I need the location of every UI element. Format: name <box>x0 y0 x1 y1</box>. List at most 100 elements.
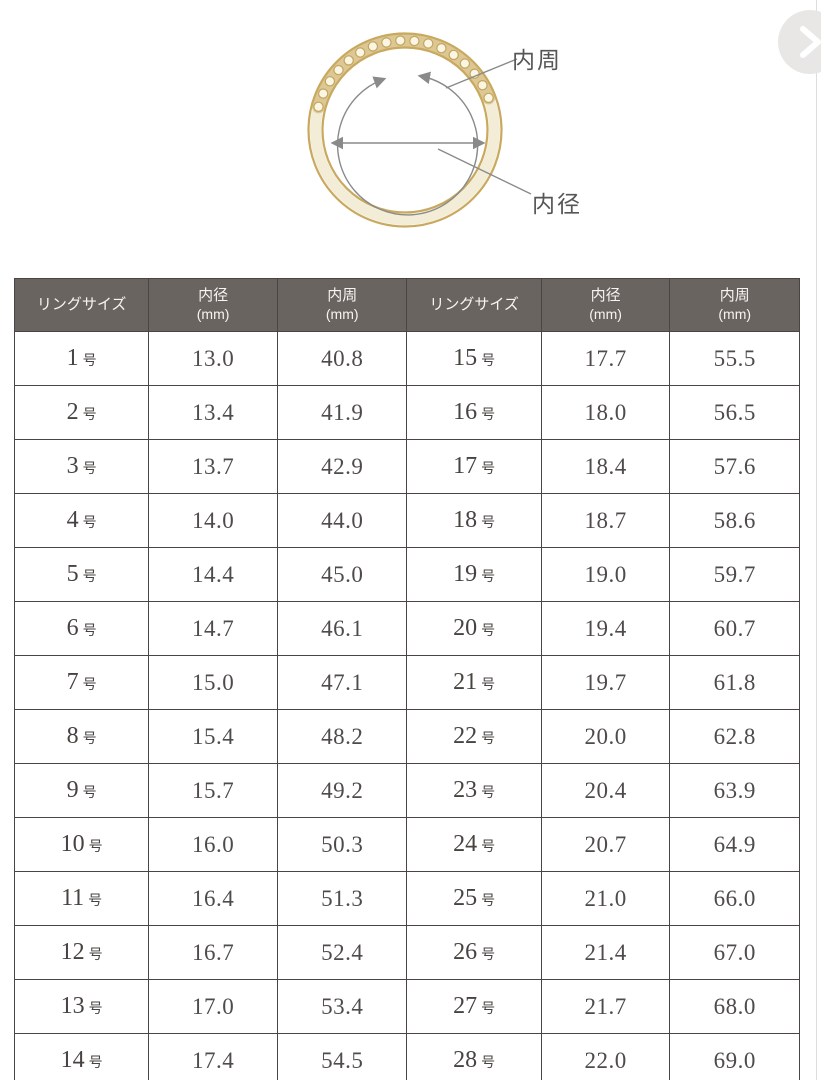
table-row: 9 号 15.7 49.2 23 号 20.4 63.9 <box>13 763 800 818</box>
inner-circumference-cell: 53.4 <box>276 979 408 1034</box>
inner-circumference-cell: 51.3 <box>276 871 408 926</box>
inner-circumference-arrow <box>336 71 479 216</box>
table-header-row: リングサイズ 内径 (mm) 内周 (mm) リングサイズ 内径 (mm) 内周… <box>13 278 800 332</box>
inner-diameter-cell: 14.0 <box>148 493 278 548</box>
inner-diameter-cell: 16.4 <box>148 871 278 926</box>
inner-diameter-cell: 15.0 <box>148 655 278 710</box>
ring-size-cell: 22 号 <box>406 709 542 764</box>
inner-circumference-cell: 59.7 <box>669 547 800 602</box>
header-label: 内周 <box>719 286 750 304</box>
inner-diameter-label: 内径 <box>532 191 582 217</box>
table-row: 7 号 15.0 47.1 21 号 19.7 61.8 <box>13 655 800 710</box>
inner-diameter-cell: 16.7 <box>148 925 278 980</box>
ring-size-cell: 11 号 <box>13 871 150 926</box>
inner-circumference-cell: 69.0 <box>669 1033 800 1080</box>
inner-diameter-cell: 14.4 <box>148 547 278 602</box>
ring-size-cell: 25 号 <box>406 871 542 926</box>
inner-circumference-cell: 67.0 <box>669 925 800 980</box>
inner-diameter-cell: 22.0 <box>540 1033 671 1080</box>
inner-diameter-cell: 15.7 <box>148 763 278 818</box>
ring-size-cell: 26 号 <box>406 925 542 980</box>
ring-size-cell: 27 号 <box>406 979 542 1034</box>
inner-diameter-cell: 17.7 <box>540 331 671 386</box>
inner-circumference-cell: 48.2 <box>276 709 408 764</box>
inner-circumference-cell: 54.5 <box>276 1033 408 1080</box>
header-label: 内径 <box>198 286 229 304</box>
ring-size-cell: 18 号 <box>406 493 542 548</box>
next-image-button[interactable] <box>778 10 821 74</box>
inner-circumference-cell: 60.7 <box>669 601 800 656</box>
inner-diameter-cell: 13.4 <box>148 385 278 440</box>
inner-circumference-cell: 63.9 <box>669 763 800 818</box>
ring-size-cell: 15 号 <box>406 331 542 386</box>
inner-circumference-label: 内周 <box>512 47 562 73</box>
table-row: 8 号 15.4 48.2 22 号 20.0 62.8 <box>13 709 800 764</box>
inner-circumference-cell: 68.0 <box>669 979 800 1034</box>
inner-circumference-cell: 64.9 <box>669 817 800 872</box>
pave-stones <box>313 35 494 113</box>
ring-size-cell: 13 号 <box>13 979 150 1034</box>
table-row: 3 号 13.7 42.9 17 号 18.4 57.6 <box>13 439 800 494</box>
inner-circumference-cell: 61.8 <box>669 655 800 710</box>
inner-circumference-cell: 44.0 <box>276 493 408 548</box>
header-inner-circumference: 内周 (mm) <box>669 278 800 332</box>
inner-circumference-cell: 57.6 <box>669 439 800 494</box>
inner-diameter-cell: 20.4 <box>540 763 671 818</box>
ring-size-cell: 14 号 <box>13 1033 150 1080</box>
inner-diameter-cell: 21.7 <box>540 979 671 1034</box>
ring-size-cell: 12 号 <box>13 925 150 980</box>
inner-circumference-cell: 52.4 <box>276 925 408 980</box>
header-ring-size: リングサイズ <box>406 278 542 332</box>
inner-diameter-cell: 16.0 <box>148 817 278 872</box>
inner-diameter-cell: 13.7 <box>148 439 278 494</box>
inner-circumference-cell: 47.1 <box>276 655 408 710</box>
inner-circumference-cell: 55.5 <box>669 331 800 386</box>
inner-diameter-cell: 17.4 <box>148 1033 278 1080</box>
inner-circumference-cell: 46.1 <box>276 601 408 656</box>
inner-circumference-cell: 42.9 <box>276 439 408 494</box>
header-unit: (mm) <box>718 306 752 322</box>
inner-diameter-cell: 17.0 <box>148 979 278 1034</box>
header-inner-diameter: 内径 (mm) <box>148 278 278 332</box>
ring-size-cell: 23 号 <box>406 763 542 818</box>
ring-size-cell: 19 号 <box>406 547 542 602</box>
ring-size-cell: 16 号 <box>406 385 542 440</box>
inner-diameter-cell: 19.0 <box>540 547 671 602</box>
table-row: 2 号 13.4 41.9 16 号 18.0 56.5 <box>13 385 800 440</box>
ring-size-cell: 20 号 <box>406 601 542 656</box>
inner-circumference-cell: 50.3 <box>276 817 408 872</box>
inner-circumference-cell: 49.2 <box>276 763 408 818</box>
table-row: 14 号 17.4 54.5 28 号 22.0 69.0 <box>13 1033 800 1080</box>
header-ring-size: リングサイズ <box>13 278 150 332</box>
table-row: 11 号 16.4 51.3 25 号 21.0 66.0 <box>13 871 800 926</box>
ring-size-cell: 17 号 <box>406 439 542 494</box>
inner-diameter-cell: 14.7 <box>148 601 278 656</box>
ring-size-cell: 10 号 <box>13 817 150 872</box>
table-row: 1 号 13.0 40.8 15 号 17.7 55.5 <box>13 331 800 386</box>
chevron-right-icon <box>800 26 821 58</box>
inner-circumference-cell: 41.9 <box>276 385 408 440</box>
header-unit: (mm) <box>196 306 230 322</box>
inner-diameter-cell: 18.0 <box>540 385 671 440</box>
table-row: 5 号 14.4 45.0 19 号 19.0 59.7 <box>13 547 800 602</box>
table-body: 1 号 13.0 40.8 15 号 17.7 55.5 2 号 13.4 41.9 16 号 18.0 56… <box>13 331 800 1080</box>
inner-diameter-cell: 15.4 <box>148 709 278 764</box>
inner-diameter-cell: 18.4 <box>540 439 671 494</box>
ring-illustration <box>307 32 532 228</box>
ring-diagram: 内周 内径 <box>295 18 607 230</box>
right-edge-divider <box>816 0 817 1080</box>
inner-circumference-cell: 58.6 <box>669 493 800 548</box>
table-row: 13 号 17.0 53.4 27 号 21.7 68.0 <box>13 979 800 1034</box>
header-inner-diameter: 内径 (mm) <box>540 278 671 332</box>
header-label: 内径 <box>590 286 621 304</box>
header-unit: (mm) <box>325 306 359 322</box>
inner-diameter-cell: 18.7 <box>540 493 671 548</box>
